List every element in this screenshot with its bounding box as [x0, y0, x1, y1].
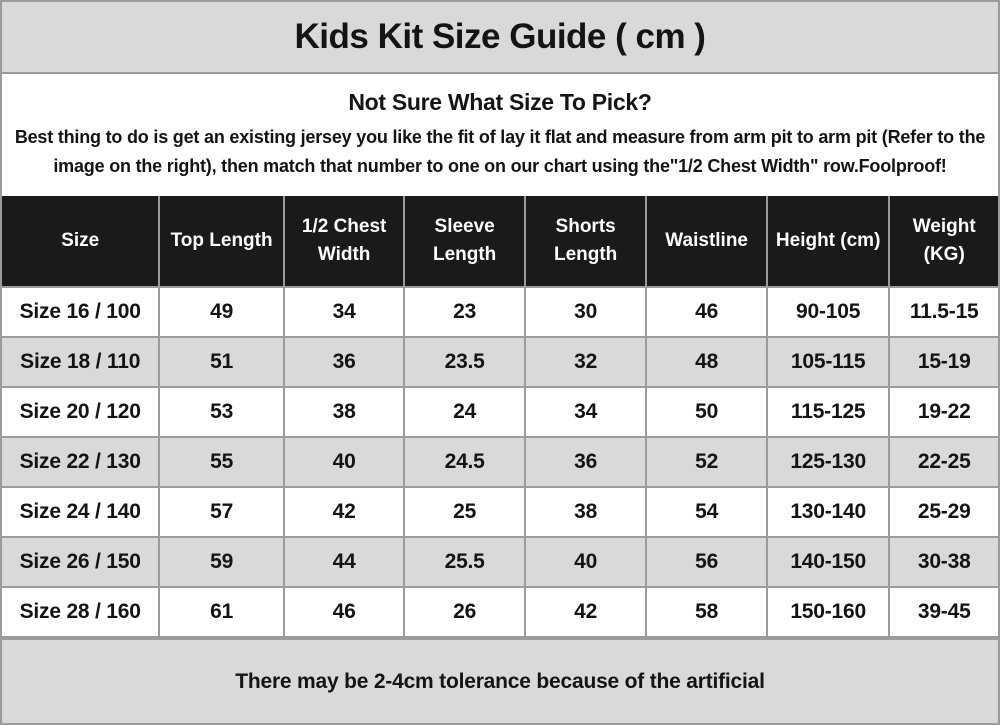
measurement-cell: 50 — [645, 386, 768, 438]
measurement-cell: 23.5 — [403, 336, 526, 388]
measurement-cell: 36 — [523, 436, 648, 488]
measurement-cell: 42 — [523, 586, 648, 638]
measurement-cell: 59 — [158, 536, 285, 588]
measurement-cell: 11.5-15 — [888, 286, 998, 338]
title-band: Kids Kit Size Guide ( cm ) — [2, 2, 998, 74]
size-label-cell: Size 20 / 120 — [2, 386, 161, 438]
table-row: Size 18 / 110 51 36 23.5 32 48 105-115 15-19 — [2, 336, 998, 388]
page-title: Kids Kit Size Guide ( cm ) — [294, 17, 706, 56]
col-header-size: Size — [2, 196, 161, 288]
table-header-row: Size Top Length 1/2 Chest Width Sleeve L… — [2, 196, 998, 288]
measurement-cell: 22-25 — [888, 436, 998, 488]
col-header-waistline: Waistline — [645, 196, 768, 288]
measurement-cell: 23 — [403, 286, 526, 338]
measurement-cell: 49 — [158, 286, 285, 338]
measurement-cell: 48 — [645, 336, 768, 388]
measurement-cell: 58 — [645, 586, 768, 638]
measurement-cell: 54 — [645, 486, 768, 538]
measurement-cell: 42 — [282, 486, 406, 538]
measurement-cell: 26 — [403, 586, 526, 638]
measurement-cell: 44 — [282, 536, 406, 588]
col-header-top-length: Top Length — [158, 196, 285, 288]
measurement-cell: 40 — [282, 436, 406, 488]
measurement-cell: 90-105 — [765, 286, 891, 338]
size-label-cell: Size 24 / 140 — [2, 486, 161, 538]
table-row: Size 16 / 100 49 34 23 30 46 90-105 11.5-15 — [2, 286, 998, 338]
intro-section: Not Sure What Size To Pick? Best thing t… — [2, 74, 998, 196]
col-header-sleeve-length: Sleeve Length — [403, 196, 526, 288]
measurement-cell: 25-29 — [888, 486, 998, 538]
table-row: Size 26 / 150 59 44 25.5 40 56 140-150 30-38 — [2, 536, 998, 588]
measurement-cell: 32 — [523, 336, 648, 388]
measurement-cell: 25 — [403, 486, 526, 538]
size-label-cell: Size 16 / 100 — [2, 286, 161, 338]
measurement-cell: 39-45 — [888, 586, 998, 638]
measurement-cell: 150-160 — [765, 586, 891, 638]
measurement-cell: 125-130 — [765, 436, 891, 488]
measurement-cell: 38 — [523, 486, 648, 538]
col-header-shorts-length: Shorts Length — [523, 196, 648, 288]
table-row: Size 28 / 160 61 46 26 42 58 150-160 39-45 — [2, 586, 998, 638]
col-header-weight: Weight (KG) — [888, 196, 998, 288]
measurement-cell: 57 — [158, 486, 285, 538]
footer-note: There may be 2-4cm tolerance because of … — [2, 638, 998, 723]
size-label-cell: Size 22 / 130 — [2, 436, 161, 488]
measurement-cell: 38 — [282, 386, 406, 438]
measurement-cell: 55 — [158, 436, 285, 488]
measurement-cell: 30 — [523, 286, 648, 338]
col-header-half-chest-width: 1/2 Chest Width — [282, 196, 406, 288]
table-row: Size 24 / 140 57 42 25 38 54 130-140 25-29 — [2, 486, 998, 538]
measurement-cell: 56 — [645, 536, 768, 588]
measurement-cell: 24.5 — [403, 436, 526, 488]
measurement-cell: 46 — [645, 286, 768, 338]
measurement-cell: 105-115 — [765, 336, 891, 388]
measurement-cell: 46 — [282, 586, 406, 638]
measurement-cell: 53 — [158, 386, 285, 438]
measurement-cell: 34 — [282, 286, 406, 338]
size-label-cell: Size 18 / 110 — [2, 336, 161, 388]
intro-heading: Not Sure What Size To Pick? — [348, 89, 652, 116]
table-row: Size 20 / 120 53 38 24 34 50 115-125 19-22 — [2, 386, 998, 438]
measurement-cell: 24 — [403, 386, 526, 438]
table-row: Size 22 / 130 55 40 24.5 36 52 125-130 22-25 — [2, 436, 998, 488]
intro-body: Best thing to do is get an existing jers… — [14, 127, 986, 176]
measurement-cell: 25.5 — [403, 536, 526, 588]
measurement-cell: 30-38 — [888, 536, 998, 588]
measurement-cell: 51 — [158, 336, 285, 388]
measurement-cell: 61 — [158, 586, 285, 638]
measurement-cell: 130-140 — [765, 486, 891, 538]
size-label-cell: Size 26 / 150 — [2, 536, 161, 588]
measurement-cell: 40 — [523, 536, 648, 588]
size-table: Size Top Length 1/2 Chest Width Sleeve L… — [2, 196, 998, 638]
measurement-cell: 140-150 — [765, 536, 891, 588]
size-label-cell: Size 28 / 160 — [2, 586, 161, 638]
measurement-cell: 15-19 — [888, 336, 998, 388]
measurement-cell: 36 — [282, 336, 406, 388]
measurement-cell: 19-22 — [888, 386, 998, 438]
col-header-height: Height (cm) — [765, 196, 891, 288]
footer-text: There may be 2-4cm tolerance because of … — [235, 669, 765, 693]
measurement-cell: 115-125 — [765, 386, 891, 438]
measurement-cell: 52 — [645, 436, 768, 488]
measurement-cell: 34 — [523, 386, 648, 438]
